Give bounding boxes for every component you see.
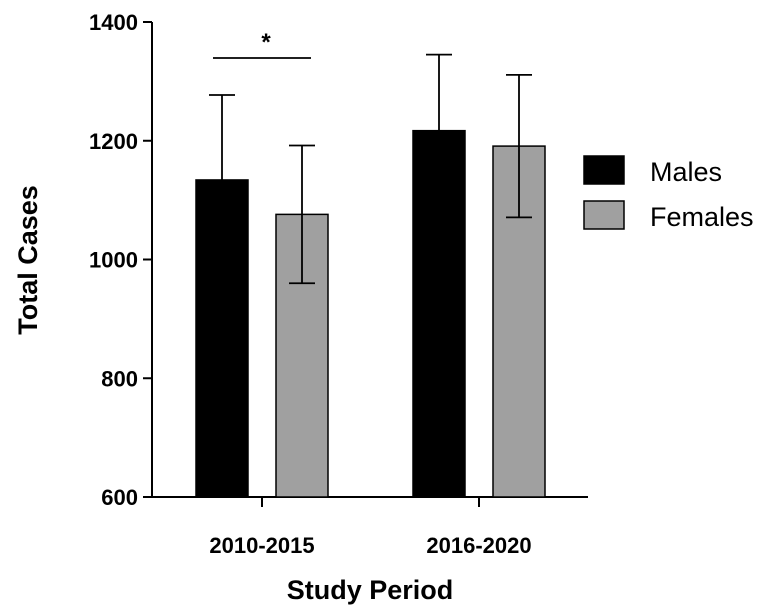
x-tick-label: 2016-2020 [426, 533, 531, 558]
legend-swatch-males [583, 155, 625, 185]
bar-males [195, 179, 249, 498]
y-axis-title: Total Cases [13, 185, 43, 335]
annotations: * [213, 29, 311, 59]
legend-label-males: Males [650, 157, 722, 187]
y-tick-label: 1400 [89, 10, 138, 35]
legend: Males Females [583, 155, 754, 232]
significance-label: * [261, 29, 271, 56]
x-tick-label: 2010-2015 [209, 533, 314, 558]
bars [195, 53, 546, 498]
legend-swatch-females [583, 200, 625, 230]
y-tick-label: 1000 [89, 248, 138, 273]
legend-label-females: Females [650, 202, 754, 232]
x-axis-title: Study Period [287, 575, 454, 605]
bar-males [412, 129, 466, 498]
y-tick-label: 800 [101, 366, 138, 391]
y-tick-label: 1200 [89, 129, 138, 154]
y-tick-label: 600 [101, 485, 138, 510]
